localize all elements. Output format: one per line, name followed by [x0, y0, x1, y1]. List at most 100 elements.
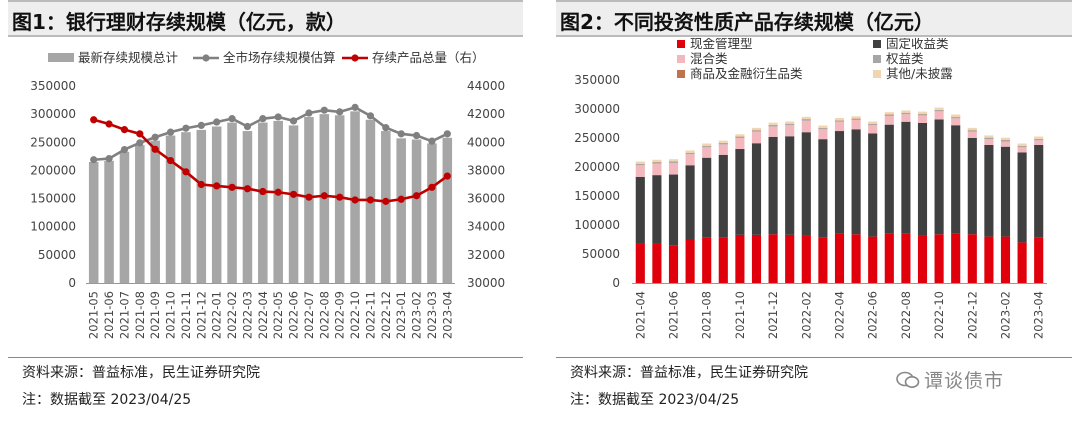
point-market-estimate — [443, 130, 451, 138]
watermark: 谭谈债市 — [896, 366, 1004, 393]
bar-segment-2-2022-07 — [884, 115, 894, 125]
y-right-tick-label: 38000 — [467, 163, 505, 177]
y-left-tick-label: 300000 — [30, 107, 76, 121]
x-tick-label: 2021-08 — [700, 291, 714, 339]
x-tick-label: 2022-10 — [932, 291, 946, 339]
point-product-count — [120, 126, 129, 134]
bar-segment-5-2023-01 — [984, 135, 994, 138]
bar-segment-0-2022-12 — [967, 234, 977, 283]
bar-segment-5-2021-12 — [768, 122, 778, 125]
bar-segment-1-2022-04 — [834, 131, 845, 234]
line-market-estimate — [93, 105, 448, 162]
bar-segment-1-2022-08 — [901, 121, 911, 234]
point-product-count — [336, 193, 344, 201]
legend-swatch-bar — [48, 53, 74, 62]
legend-label-2: 存续产品总量（右） — [372, 50, 485, 65]
point-market-estimate — [305, 109, 313, 117]
x-tick-label: 2023-03 — [425, 291, 439, 339]
x-tick-label: 2021-11 — [179, 291, 193, 339]
bar-segment-2-2021-07 — [685, 154, 695, 166]
bar-segment-3-2021-08 — [702, 146, 712, 148]
bar-segment-5-2022-03 — [818, 125, 828, 128]
bar-segment-3-2022-08 — [901, 113, 911, 115]
y-left-tick-label: 100000 — [30, 220, 76, 234]
point-product-count — [382, 197, 390, 205]
bar-segment-3-2023-03 — [1017, 146, 1027, 148]
bar-segment-2-2022-09 — [917, 115, 928, 123]
chart2-divider — [556, 357, 1072, 358]
bar-segment-5-2022-09 — [917, 111, 928, 114]
bar-2021-10 — [165, 135, 176, 283]
point-market-estimate — [105, 155, 113, 163]
x-tick-label: 2021-06 — [667, 291, 681, 339]
chart2-title: 图2：不同投资性质产品存续规模（亿元） — [556, 0, 1072, 37]
point-market-estimate — [336, 108, 344, 116]
point-product-count — [289, 190, 298, 198]
bar-segment-1-2022-02 — [801, 132, 811, 236]
legend-swatch-4 — [677, 70, 685, 78]
bar-segment-3-2021-07 — [685, 153, 695, 155]
point-product-count — [213, 182, 221, 190]
x-tick-label: 2022-04 — [256, 291, 270, 339]
bar-segment-2-2023-02 — [1000, 141, 1011, 147]
y-right-tick-label: 42000 — [467, 107, 505, 121]
point-market-estimate — [412, 131, 421, 140]
chart2-source: 资料来源：普益标准，民生证券研究院 — [570, 365, 808, 381]
bar-2023-04 — [442, 137, 453, 283]
y-left-tick-label: 50000 — [38, 248, 76, 262]
point-market-estimate — [382, 124, 390, 132]
bar-segment-5-2022-11 — [951, 114, 961, 117]
bar-2022-02 — [227, 122, 237, 283]
bar-segment-1-2022-01 — [785, 136, 795, 235]
bar-segment-5-2022-02 — [801, 116, 811, 120]
bar-segment-1-2021-11 — [751, 143, 762, 235]
chart2-note: 注：数据截至 2023/04/25 — [570, 392, 740, 408]
point-market-estimate — [428, 137, 436, 145]
bar-segment-5-2022-07 — [884, 112, 894, 115]
bar-segment-5-2021-05 — [652, 159, 662, 163]
x-tick-label: 2021-06 — [102, 291, 116, 339]
bar-segment-1-2023-04 — [1034, 144, 1044, 238]
x-tick-label: 2022-06 — [866, 291, 880, 339]
point-product-count — [351, 196, 359, 204]
point-product-count — [366, 196, 375, 204]
bar-segment-0-2022-11 — [951, 233, 961, 283]
bar-segment-5-2021-08 — [702, 143, 712, 146]
y-left-tick-label: 350000 — [30, 79, 76, 93]
x-tick-label: 2021-04 — [633, 291, 647, 339]
bar-segment-3-2021-11 — [751, 130, 762, 132]
x-tick-label: 2023-04 — [1032, 291, 1046, 339]
bar-segment-5-2022-10 — [934, 107, 944, 110]
bar-segment-1-2023-01 — [984, 144, 994, 237]
bar-segment-0-2022-04 — [834, 233, 845, 283]
x-tick-label: 2022-08 — [899, 291, 913, 339]
bar-segment-5-2023-04 — [1034, 136, 1044, 139]
x-tick-label: 2022-02 — [225, 291, 239, 339]
bar-segment-1-2021-07 — [685, 165, 695, 240]
bar-segment-3-2021-09 — [718, 143, 728, 145]
point-market-estimate — [259, 115, 267, 123]
bar-segment-0-2023-01 — [984, 236, 994, 283]
bar-segment-0-2021-09 — [718, 237, 728, 283]
bar-segment-0-2021-05 — [652, 243, 662, 283]
bar-segment-2-2022-08 — [901, 114, 911, 122]
y-tick-label: 300000 — [574, 102, 620, 116]
chart1-divider — [8, 357, 523, 358]
bar-segment-3-2022-07 — [884, 114, 894, 116]
y-tick-label: 0 — [612, 276, 620, 290]
point-product-count — [397, 195, 405, 203]
bar-segment-1-2021-12 — [768, 136, 778, 235]
bar-segment-2-2021-12 — [768, 126, 778, 137]
bar-segment-0-2023-02 — [1000, 236, 1011, 283]
point-product-count — [243, 185, 252, 193]
point-market-estimate — [136, 139, 144, 147]
bar-segment-5-2021-09 — [718, 140, 728, 143]
bar-segment-0-2023-03 — [1017, 242, 1027, 283]
x-tick-label: 2022-05 — [271, 291, 285, 339]
point-product-count — [136, 130, 144, 138]
point-market-estimate — [274, 113, 282, 121]
bar-2022-04 — [258, 122, 268, 283]
bar-segment-2-2022-10 — [934, 111, 944, 120]
bar-segment-0-2021-11 — [751, 234, 762, 283]
bar-segment-1-2023-03 — [1017, 152, 1027, 243]
